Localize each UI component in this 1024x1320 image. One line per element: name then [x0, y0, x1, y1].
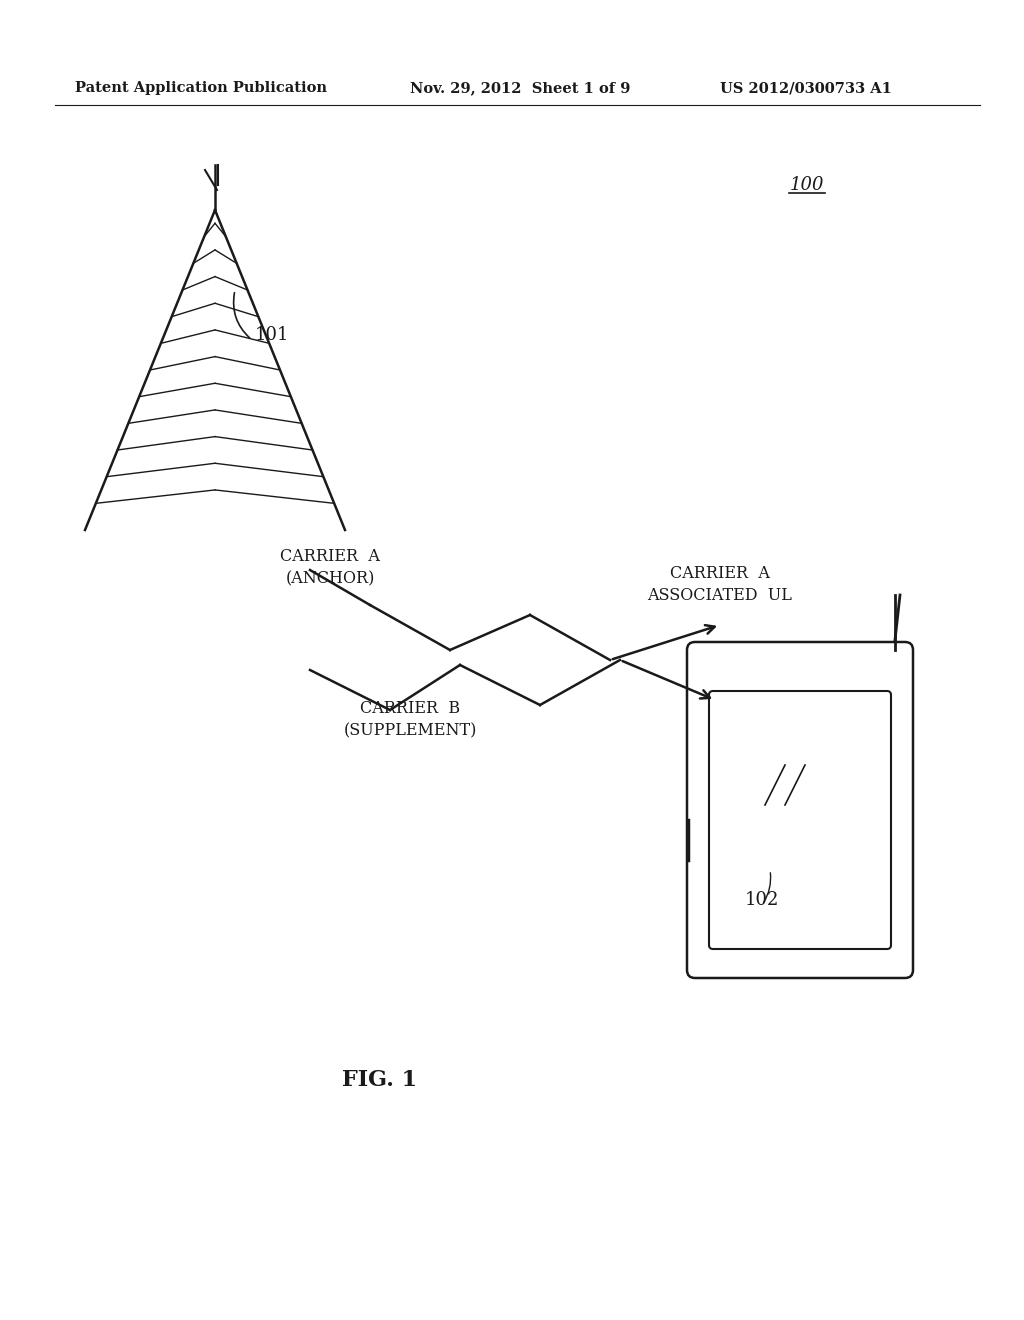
- Text: Patent Application Publication: Patent Application Publication: [75, 81, 327, 95]
- FancyBboxPatch shape: [709, 690, 891, 949]
- Text: CARRIER  A
(ANCHOR): CARRIER A (ANCHOR): [280, 548, 380, 587]
- FancyBboxPatch shape: [687, 642, 913, 978]
- Text: CARRIER  B
(SUPPLEMENT): CARRIER B (SUPPLEMENT): [343, 700, 477, 739]
- Text: 102: 102: [745, 891, 779, 909]
- Text: FIG. 1: FIG. 1: [342, 1069, 418, 1092]
- Text: 100: 100: [790, 176, 824, 194]
- Text: US 2012/0300733 A1: US 2012/0300733 A1: [720, 81, 892, 95]
- Text: 101: 101: [255, 326, 290, 345]
- Text: Nov. 29, 2012  Sheet 1 of 9: Nov. 29, 2012 Sheet 1 of 9: [410, 81, 631, 95]
- Text: CARRIER  A
ASSOCIATED  UL: CARRIER A ASSOCIATED UL: [647, 565, 793, 605]
